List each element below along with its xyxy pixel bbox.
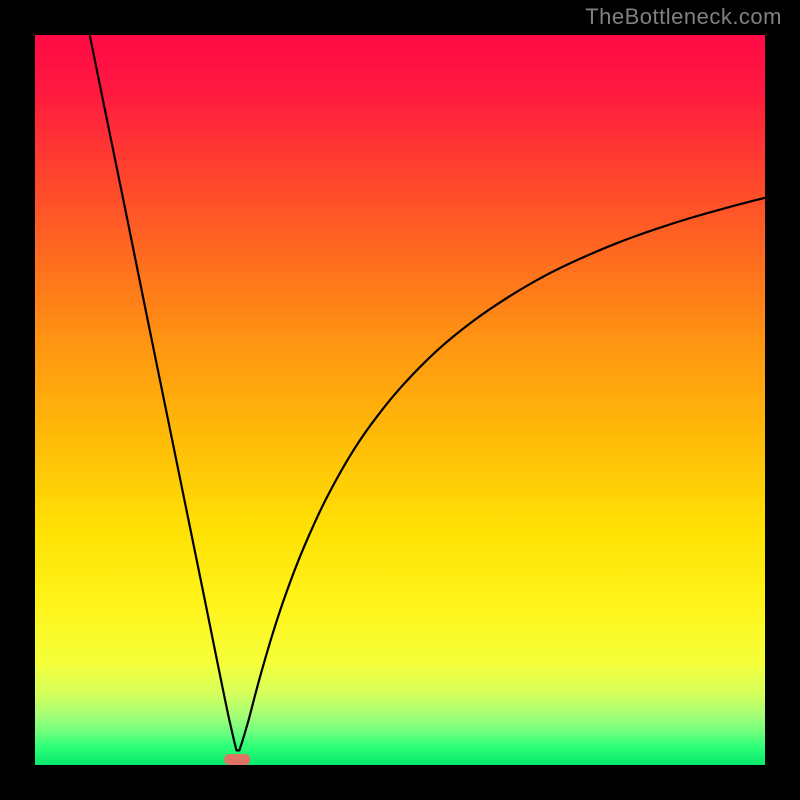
optimal-point-marker: [224, 754, 250, 765]
chart-curve-layer: [35, 35, 765, 765]
chart-plot-area: [35, 35, 765, 765]
watermark-text: TheBottleneck.com: [585, 4, 782, 30]
bottleneck-curve: [90, 35, 765, 750]
